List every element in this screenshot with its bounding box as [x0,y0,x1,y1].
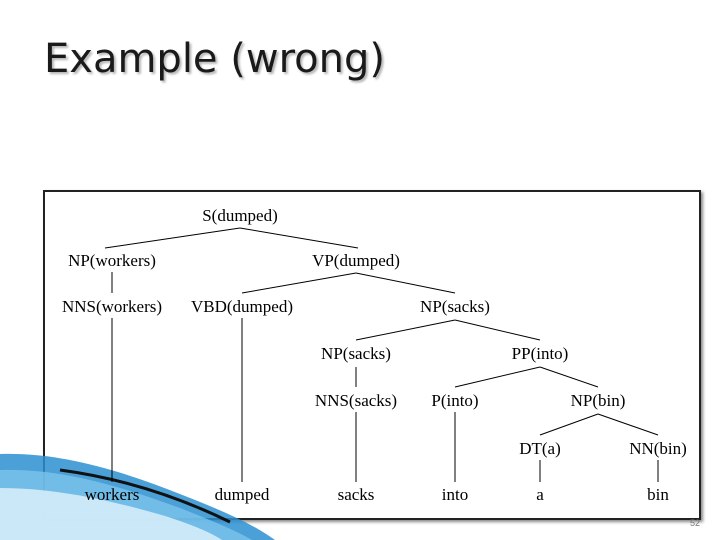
word-workers: workers [85,485,140,504]
node-np-sacks-top: NP(sacks) [420,297,490,316]
tree-nodes: S(dumped) NP(workers) VP(dumped) NNS(wor… [62,206,687,504]
edge-npbin-dt [539,413,599,436]
node-dt: DT(a) [519,439,561,458]
node-nns-sacks: NNS(sacks) [315,391,397,410]
parse-tree-frame [43,190,701,520]
tree-edges [104,227,659,482]
slide-title: Example (wrong) [44,36,385,82]
node-np-sacks: NP(sacks) [321,344,391,363]
node-np-workers: NP(workers) [68,251,156,270]
decorative-swoosh [0,453,275,540]
node-p-into: P(into) [431,391,478,410]
node-vbd: VBD(dumped) [191,297,293,316]
page-number: 52 [690,518,701,528]
word-sacks: sacks [338,485,375,504]
edge-vp-np [355,272,456,294]
node-np-bin: NP(bin) [571,391,626,410]
word-into: into [442,485,468,504]
edge-npt-pp [454,319,541,341]
edge-s-vp [239,227,359,249]
node-pp: PP(into) [512,344,569,363]
edge-vp-vbd [241,272,357,294]
edge-s-np [104,227,241,249]
edge-pp-npbin [539,366,599,388]
word-dumped: dumped [215,485,270,504]
node-vp: VP(dumped) [312,251,400,270]
word-a: a [536,485,544,504]
node-s: S(dumped) [202,206,278,225]
node-nn: NN(bin) [629,439,687,458]
edge-pp-p [454,366,541,388]
edge-npt-np [355,319,456,341]
node-nns-workers: NNS(workers) [62,297,162,316]
word-bin: bin [647,485,669,504]
edge-npbin-nn [597,413,659,436]
